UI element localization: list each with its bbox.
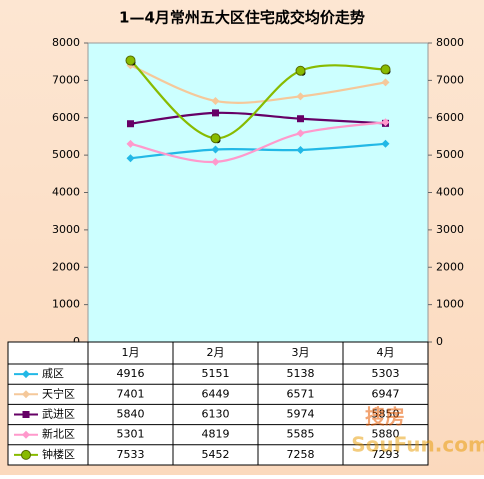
legend-label: 新北区 [42,427,75,441]
legend-label: 武进区 [42,408,75,421]
marker [210,133,221,144]
watermark: SouFun.com [351,433,484,457]
x-tick-label: 4月 [377,346,395,359]
series-line [130,121,386,163]
y-tick-label: 6000 [52,111,80,124]
table-value: 5840 [117,408,145,421]
y2-tick-label: 4000 [436,186,464,199]
y2-tick-label: 2000 [436,260,464,273]
marker [21,449,31,460]
marker [381,139,390,148]
marker [211,157,220,166]
y-tick-label: 8000 [52,36,80,49]
marker [126,139,135,148]
y2-tick-label: 1000 [436,298,464,311]
plot-area [87,42,429,343]
y-tick-label: 2000 [52,260,80,273]
marker [211,96,220,105]
marker [22,370,30,379]
marker [212,109,219,117]
table-value: 4819 [202,428,230,441]
table-value: 6449 [202,387,230,400]
table-value: 5301 [117,428,145,441]
marker [295,65,306,76]
y2-tick-label: 3000 [436,223,464,236]
y-tick-label: 3000 [52,223,80,236]
marker [381,78,390,87]
table-value: 6130 [202,408,230,421]
y2-tick-label: 6000 [436,111,464,124]
marker [297,115,304,123]
table-value: 5974 [287,408,315,421]
table-value: 5452 [202,448,230,461]
table-value: 4916 [117,367,145,380]
legend-label: 钟楼区 [42,447,75,461]
table-value: 5151 [202,367,230,380]
y2-tick-label: 0 [436,335,443,348]
marker [22,411,30,418]
series-line [129,59,386,140]
chart-title: 1—4月常州五大区住宅成交均价走势 [119,9,365,27]
y-tick-label: 7000 [52,73,80,86]
table-value: 7533 [117,448,145,461]
y-tick-label: 1000 [52,298,80,311]
table-value: 5138 [287,367,315,380]
legend-label: 天宁区 [42,386,75,400]
table-value: 7401 [117,387,145,400]
table-value: 6947 [372,387,400,400]
x-tick-label: 3月 [292,346,310,359]
watermark: 搜房 [365,405,405,429]
marker [380,64,391,75]
marker [211,145,220,154]
x-tick-label: 2月 [207,346,225,359]
marker [381,118,390,127]
marker [125,55,136,66]
series-line [130,64,386,104]
marker [296,92,305,101]
marker [127,120,134,128]
y2-tick-label: 5000 [436,148,464,161]
marker [296,129,305,138]
y2-tick-label: 7000 [436,73,464,86]
table-value: 5880 [372,428,400,441]
marker [296,145,305,154]
table-value: 5585 [287,428,315,441]
table-value: 5303 [372,367,400,380]
table-value: 7258 [287,448,315,461]
table-value: 5850 [372,408,400,421]
y2-tick-label: 8000 [436,36,464,49]
marker [22,430,30,439]
table-value: 6571 [287,387,315,400]
marker [22,390,30,399]
table-value: 7293 [372,448,400,461]
legend-label: 戚区 [42,367,64,380]
y-tick-label: 4000 [52,186,80,199]
y-tick-label: 5000 [52,148,80,161]
marker [126,154,135,163]
series-line [130,111,386,125]
x-tick-label: 1月 [122,346,140,359]
